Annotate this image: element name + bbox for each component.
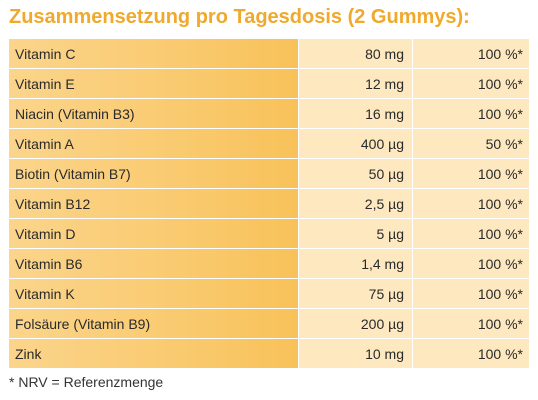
table-row: Vitamin C 80 mg 100 %* bbox=[9, 39, 529, 69]
footnote: * NRV = Referenzmenge bbox=[9, 374, 164, 390]
table-row: Biotin (Vitamin B7) 50 µg 100 %* bbox=[9, 159, 529, 189]
nutrient-amount: 1,4 mg bbox=[299, 249, 413, 278]
nutrient-name: Folsäure (Vitamin B9) bbox=[9, 309, 299, 338]
nutrient-nrv: 100 %* bbox=[413, 219, 529, 248]
table-row: Vitamin K 75 µg 100 %* bbox=[9, 279, 529, 309]
nutrient-amount: 200 µg bbox=[299, 309, 413, 338]
nutrient-amount: 50 µg bbox=[299, 159, 413, 188]
nutrient-amount: 400 µg bbox=[299, 129, 413, 158]
nutrient-amount: 12 mg bbox=[299, 69, 413, 98]
table-row: Vitamin B6 1,4 mg 100 %* bbox=[9, 249, 529, 279]
nutrient-nrv: 100 %* bbox=[413, 39, 529, 68]
nutrient-name: Vitamin E bbox=[9, 69, 299, 98]
nutrient-name: Vitamin D bbox=[9, 219, 299, 248]
nutrient-nrv: 100 %* bbox=[413, 309, 529, 338]
page-title: Zusammensetzung pro Tagesdosis (2 Gummys… bbox=[9, 6, 470, 28]
nutrient-nrv: 100 %* bbox=[413, 159, 529, 188]
nutrient-amount: 75 µg bbox=[299, 279, 413, 308]
table-row: Folsäure (Vitamin B9) 200 µg 100 %* bbox=[9, 309, 529, 339]
nutrient-nrv: 50 %* bbox=[413, 129, 529, 158]
nutrient-table: Vitamin C 80 mg 100 %* Vitamin E 12 mg 1… bbox=[9, 38, 529, 369]
nutrient-amount: 2,5 µg bbox=[299, 189, 413, 218]
nutrient-amount: 16 mg bbox=[299, 99, 413, 128]
table-row: Vitamin A 400 µg 50 %* bbox=[9, 129, 529, 159]
nutrient-nrv: 100 %* bbox=[413, 279, 529, 308]
nutrient-name: Vitamin C bbox=[9, 39, 299, 68]
nutrient-name: Vitamin A bbox=[9, 129, 299, 158]
table-row: Zink 10 mg 100 %* bbox=[9, 339, 529, 369]
nutrient-amount: 80 mg bbox=[299, 39, 413, 68]
nutrient-name: Vitamin K bbox=[9, 279, 299, 308]
nutrient-name: Zink bbox=[9, 339, 299, 368]
nutrient-nrv: 100 %* bbox=[413, 249, 529, 278]
nutrient-nrv: 100 %* bbox=[413, 69, 529, 98]
table-row: Vitamin E 12 mg 100 %* bbox=[9, 69, 529, 99]
nutrient-name: Niacin (Vitamin B3) bbox=[9, 99, 299, 128]
nutrient-nrv: 100 %* bbox=[413, 189, 529, 218]
nutrient-nrv: 100 %* bbox=[413, 99, 529, 128]
nutrient-nrv: 100 %* bbox=[413, 339, 529, 368]
table-row: Vitamin D 5 µg 100 %* bbox=[9, 219, 529, 249]
table-row: Vitamin B12 2,5 µg 100 %* bbox=[9, 189, 529, 219]
nutrient-name: Biotin (Vitamin B7) bbox=[9, 159, 299, 188]
nutrient-amount: 5 µg bbox=[299, 219, 413, 248]
nutrient-amount: 10 mg bbox=[299, 339, 413, 368]
nutrient-name: Vitamin B6 bbox=[9, 249, 299, 278]
nutrient-name: Vitamin B12 bbox=[9, 189, 299, 218]
table-row: Niacin (Vitamin B3) 16 mg 100 %* bbox=[9, 99, 529, 129]
